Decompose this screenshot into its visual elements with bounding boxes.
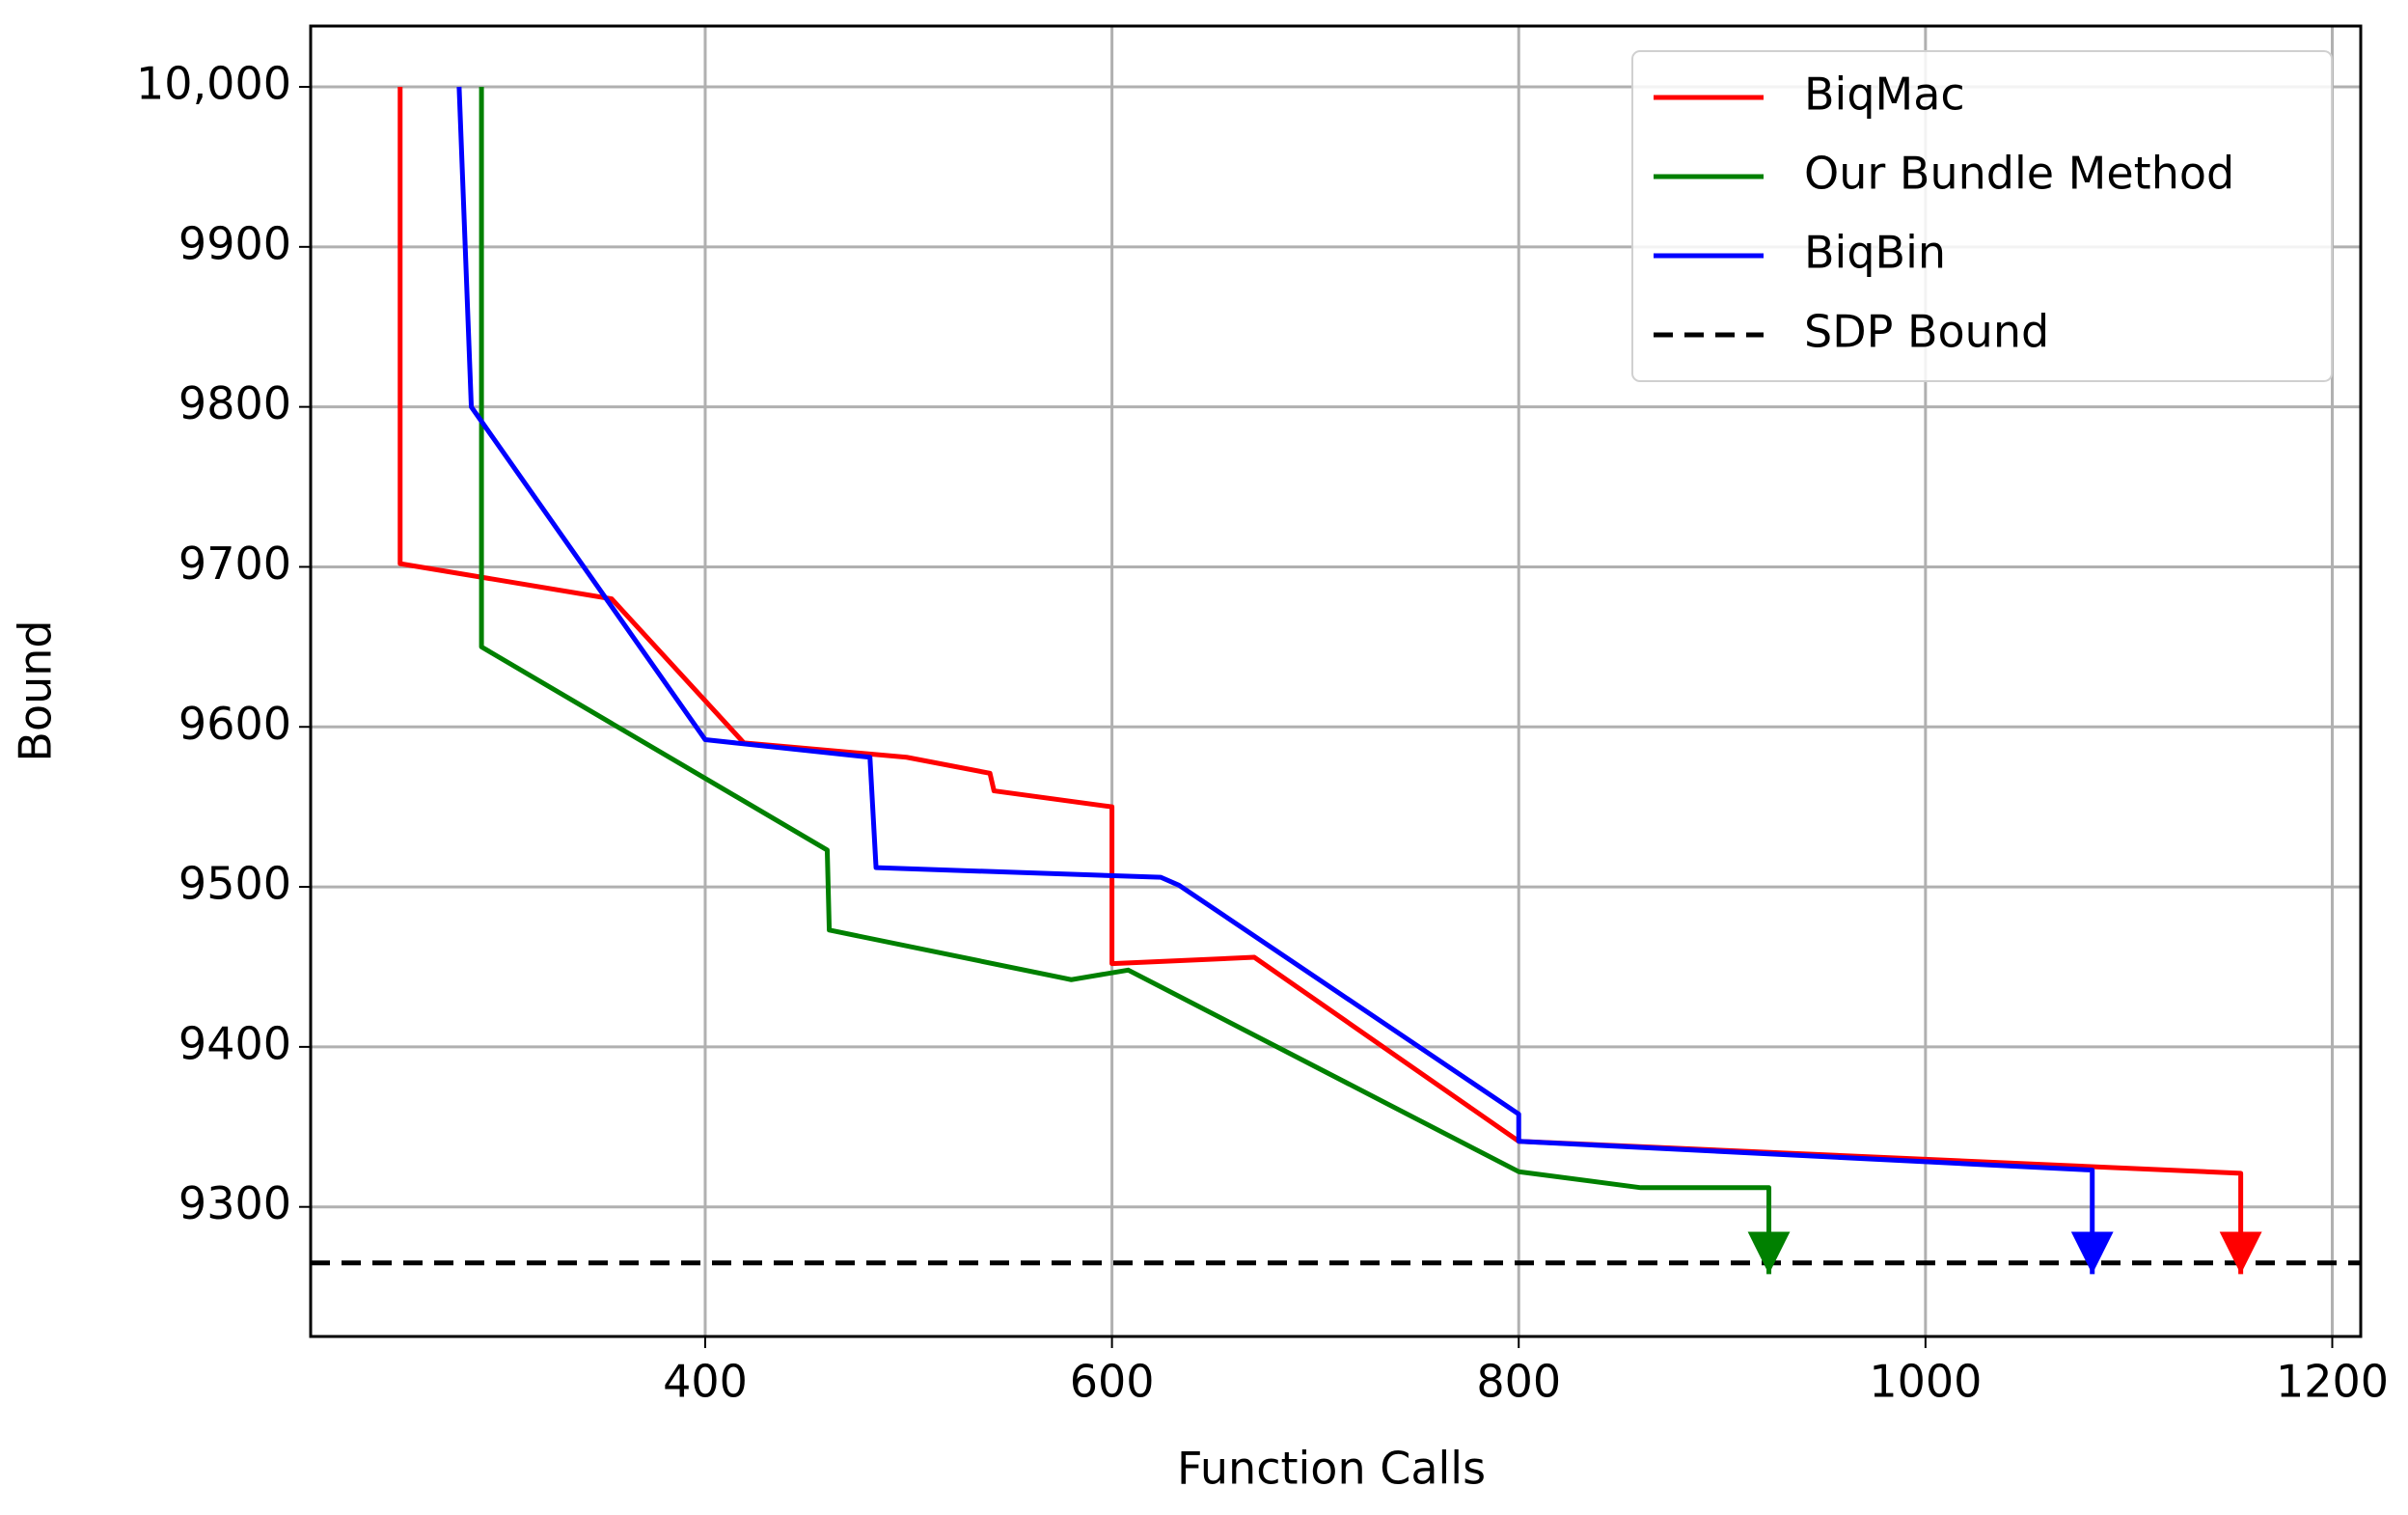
y-tick-label: 9600	[178, 698, 291, 750]
y-axis-label: Bound	[10, 620, 62, 761]
y-tick-label: 9500	[178, 858, 291, 910]
y-tick-label: 9700	[178, 537, 291, 590]
legend-label: BiqMac	[1804, 69, 1965, 121]
legend-label: Our Bundle Method	[1804, 148, 2234, 200]
x-tick-label: 600	[1070, 1356, 1155, 1408]
legend-label: BiqBin	[1804, 227, 1946, 279]
x-axis-label: Function Calls	[1177, 1443, 1486, 1495]
y-tick-label: 9400	[178, 1017, 291, 1069]
y-tick-label: 9900	[178, 217, 291, 269]
x-tick-label: 400	[663, 1356, 748, 1408]
y-tick-label: 9300	[178, 1177, 291, 1229]
x-tick-label: 1000	[1869, 1356, 1982, 1408]
x-tick-label: 1200	[2276, 1356, 2389, 1408]
y-tick-label: 9800	[178, 377, 291, 429]
series-line	[456, 86, 2114, 1275]
legend-label: SDP Bound	[1804, 306, 2049, 358]
legend-box	[1631, 50, 2333, 382]
x-tick-label: 800	[1476, 1356, 1561, 1408]
plot-frame	[309, 24, 2363, 1338]
series-line	[479, 87, 1791, 1275]
y-tick-label: 10,000	[136, 58, 291, 110]
